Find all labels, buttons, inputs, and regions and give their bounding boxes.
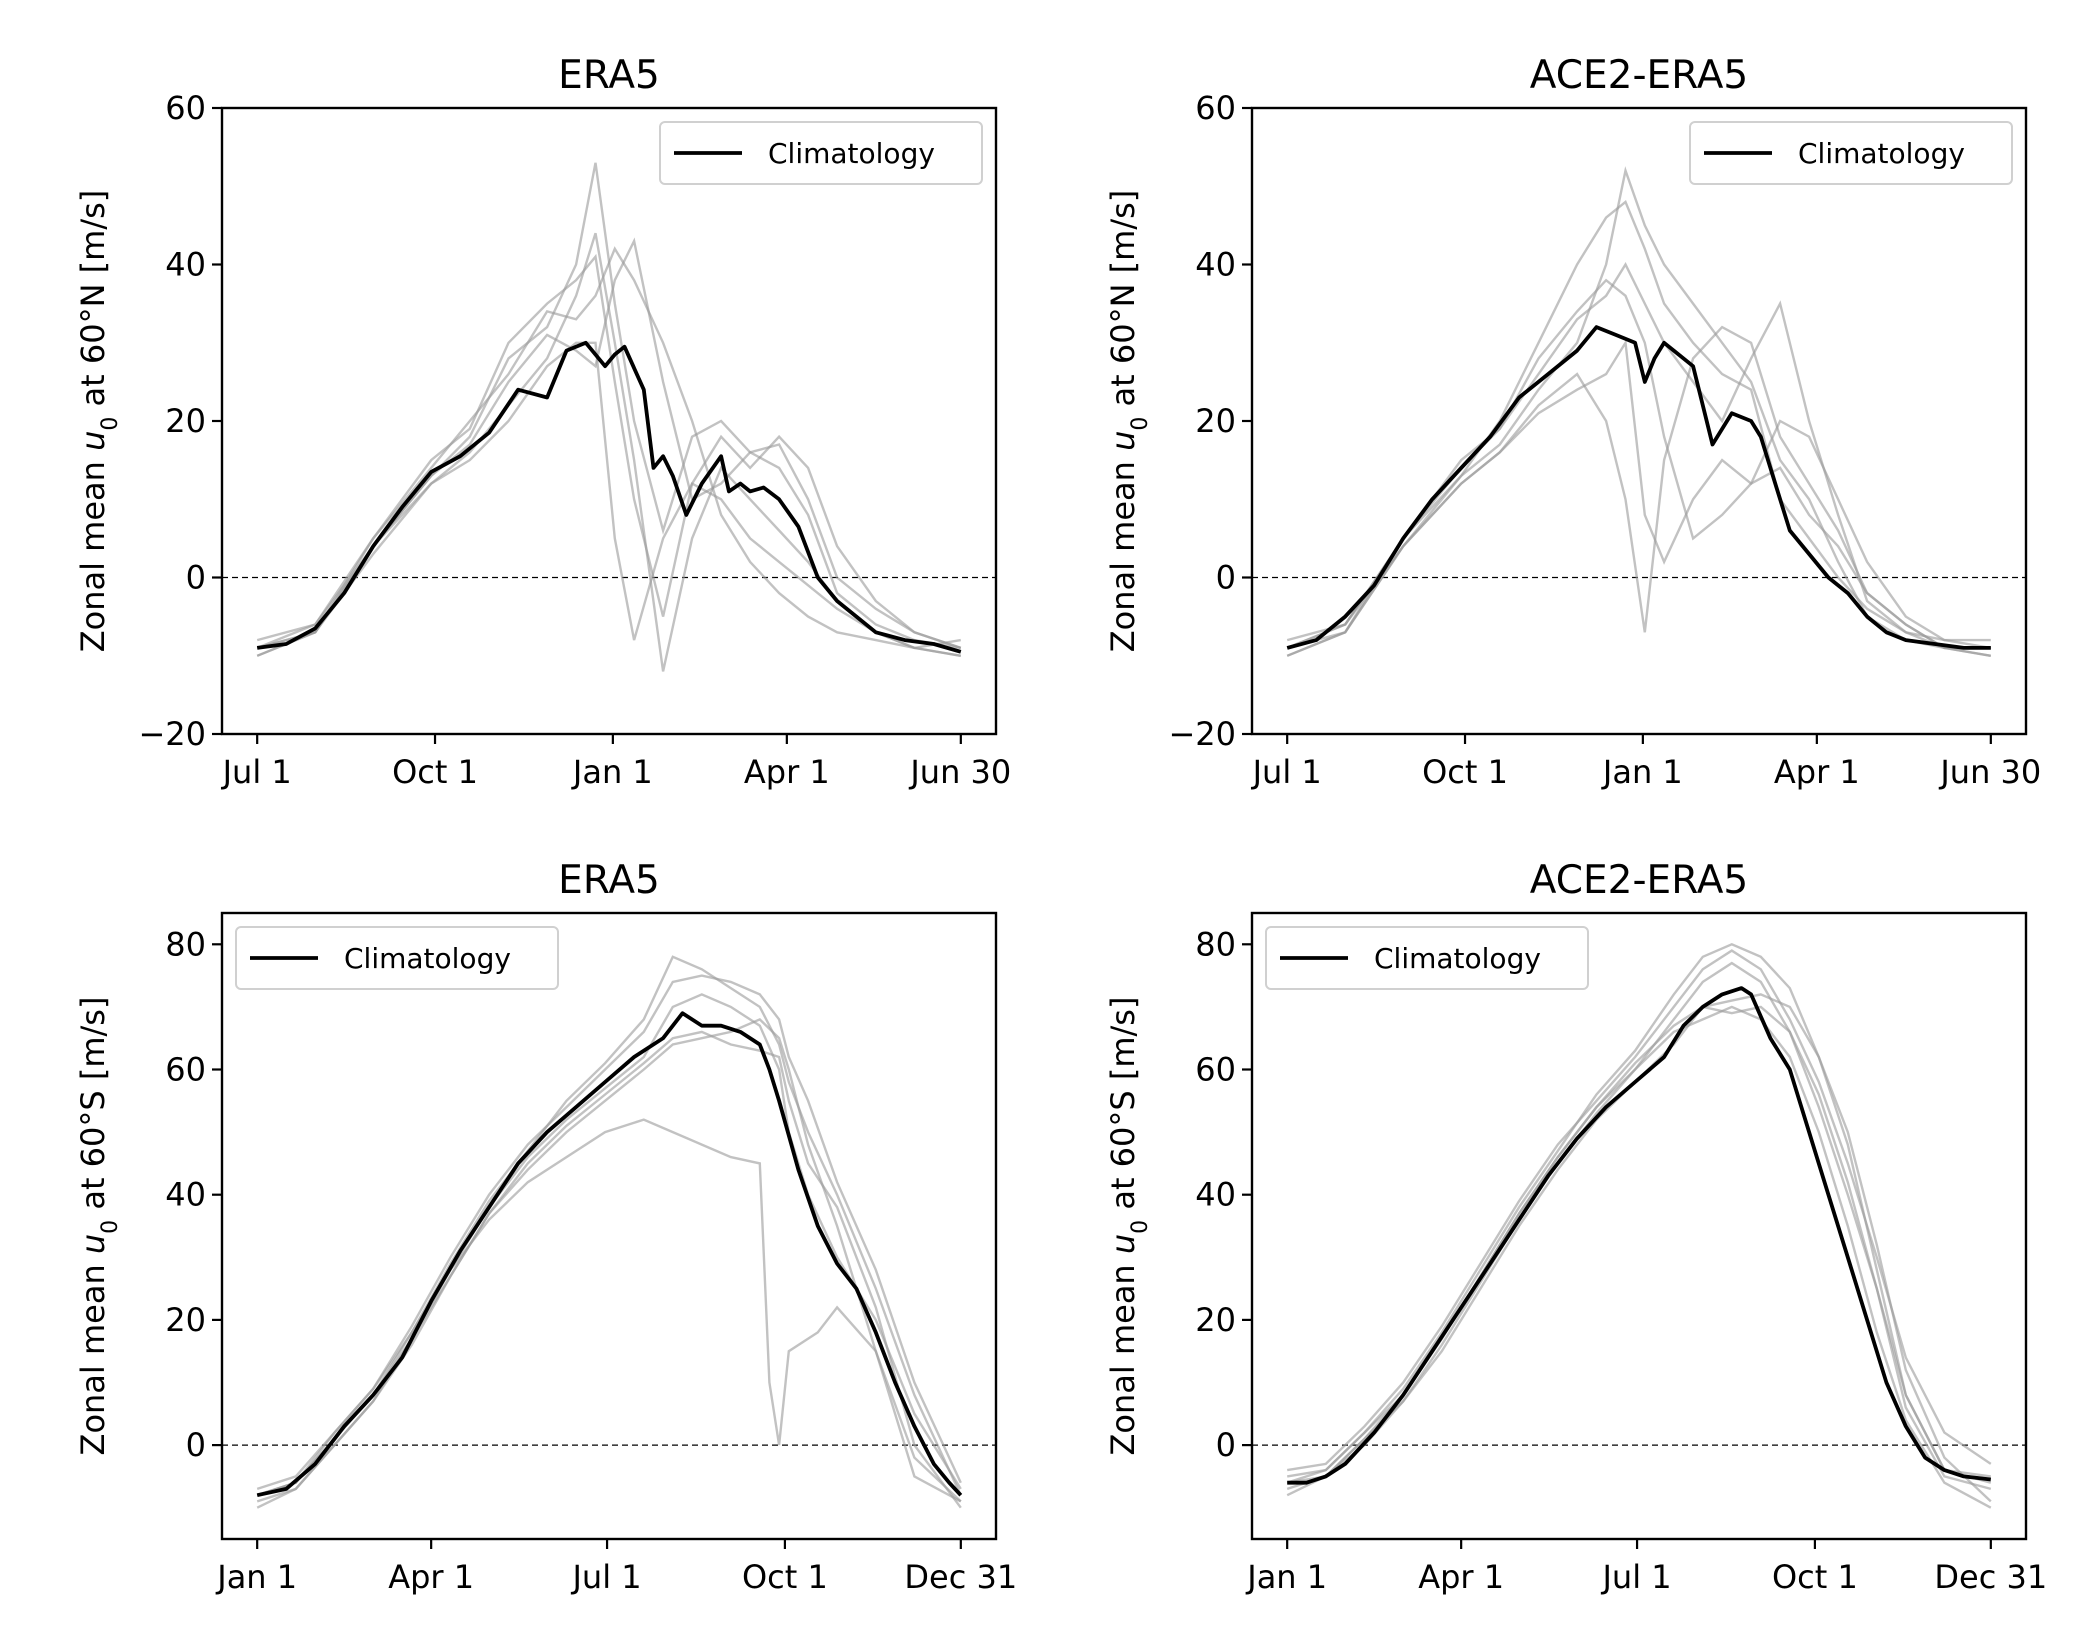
chart-title: ERA5 [558,858,660,903]
legend-box [1689,121,2013,185]
x-tick-label: Jun 30 [908,753,1011,791]
y-tick-label: 0 [186,1426,206,1464]
climatology-line [256,340,962,654]
member-series-line-2 [256,232,962,672]
x-tick-label: Apr 1 [1774,753,1860,791]
member-series-line-4 [256,1118,962,1503]
chart-panel-4: ACE2-ERA5 0 20 40 60 80 Jan 1 Apr 1 Jul 1 Oct 1 De… [1104,858,2047,1596]
y-tick-label: 60 [1195,1051,1236,1089]
y-tick-label: 80 [1195,925,1236,963]
x-tick-label: Dec 31 [1934,1558,2047,1596]
member-series-line-1 [256,162,961,650]
member-series-line-4 [1286,1005,1992,1509]
climatology-line [256,1011,963,1498]
member-series-line-3 [1287,949,1992,1472]
y-tick-label: 40 [1195,1176,1236,1214]
x-tick-label: Jan 1 [1245,1558,1327,1596]
chart-title: ACE2-ERA5 [1530,53,1748,98]
member-series-line-1 [256,993,962,1497]
y-axis-label: Zonal mean u0 at 60°S [m/s] [74,997,123,1456]
y-tick-label: 0 [1216,1426,1236,1464]
x-tick-label: Oct 1 [1422,753,1508,791]
member-series-line-5 [256,1030,962,1509]
y-tick-label: 40 [165,246,206,284]
legend-box [1265,926,1589,990]
x-tick-label: Oct 1 [1772,1558,1858,1596]
x-tick-label: Jan 1 [1601,753,1683,791]
member-series-line-5 [256,341,962,657]
y-tick-label: −20 [138,715,206,753]
climatology-line [1286,325,1991,650]
member-series-line-6 [256,955,962,1497]
member-series-line-1 [1286,961,1992,1484]
legend: Climatology [1265,926,1589,990]
legend-label: Climatology [768,137,935,170]
member-series-line-2 [1286,993,1992,1503]
legend: Climatology [659,121,983,185]
x-tick-label: Jul 1 [1251,753,1322,791]
y-tick-label: 20 [165,402,206,440]
legend: Climatology [1689,121,2013,185]
y-tick-label: 20 [165,1301,206,1339]
x-tick-label: Dec 31 [904,1558,1017,1596]
legend-label: Climatology [1798,137,1965,170]
y-tick-label: 0 [186,559,206,597]
legend-box [659,121,983,185]
plot-frame [220,911,998,1541]
chart-title: ACE2-ERA5 [1530,858,1748,903]
legend: Climatology [235,926,559,990]
member-series-line-4 [1286,166,1991,650]
member-series-line-3 [256,974,962,1491]
legend-box [235,926,559,990]
x-tick-label: Jan 1 [215,1558,297,1596]
y-tick-label: 60 [165,89,206,127]
member-series-line-3 [256,246,961,650]
y-tick-label: 40 [1195,246,1236,284]
x-tick-label: Oct 1 [392,753,478,791]
y-axis-label: Zonal mean u0 at 60°N [m/s] [74,190,123,653]
x-tick-label: Oct 1 [742,1558,828,1596]
y-tick-label: 0 [1216,559,1236,597]
y-tick-label: 40 [165,1176,206,1214]
legend-label: Climatology [344,942,511,975]
y-axis-label: Zonal mean u0 at 60°N [m/s] [1104,190,1153,653]
y-tick-label: 60 [1195,89,1236,127]
x-tick-label: Jul 1 [570,1558,641,1596]
x-tick-label: Apr 1 [388,1558,474,1596]
y-tick-label: 80 [165,925,206,963]
legend-label: Climatology [1374,942,1541,975]
member-series-line-4 [256,237,962,650]
member-series-line-6 [256,253,962,650]
y-tick-label: 20 [1195,1301,1236,1339]
member-series-line-5 [1287,942,1991,1478]
x-tick-label: Jun 30 [1938,753,2041,791]
plot-frame [1250,911,2028,1541]
member-series-line-1 [1286,199,1991,650]
y-axis-label: Zonal mean u0 at 60°S [m/s] [1104,997,1153,1456]
y-tick-label: 60 [165,1051,206,1089]
member-series-line-5 [1286,339,1992,657]
x-tick-label: Apr 1 [1418,1558,1504,1596]
chart-panel-1: ERA5 −20 0 20 40 60 Jul 1 Oct 1 Jan 1 Apr 1 Jun 30… [74,53,1011,791]
chart-title: ERA5 [558,53,660,98]
y-tick-label: −20 [1168,715,1236,753]
x-tick-label: Jan 1 [571,753,653,791]
x-tick-label: Apr 1 [744,753,830,791]
chart-panel-2: ACE2-ERA5 −20 0 20 40 60 Jul 1 Oct 1 Jan 1 Apr 1 J… [1104,53,2041,791]
x-tick-label: Jul 1 [1600,1558,1671,1596]
chart-panel-3: ERA5 0 20 40 60 80 Jan 1 Apr 1 Jul 1 Oct 1 Dec 31 Z… [74,858,1017,1596]
climatology-line [1287,986,1992,1485]
x-tick-label: Jul 1 [221,753,292,791]
y-tick-label: 20 [1195,402,1236,440]
